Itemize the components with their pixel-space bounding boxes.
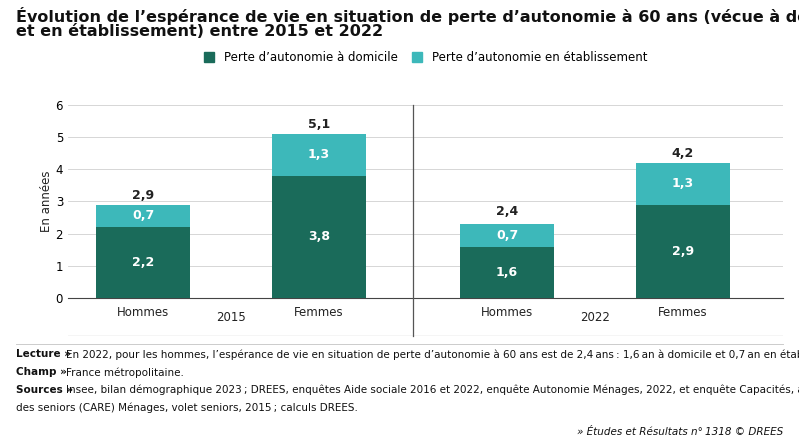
Text: 2,9: 2,9: [132, 189, 154, 202]
Text: Insee, bilan démographique 2023 ; DREES, enquêtes Aide sociale 2016 et 2022, enq: Insee, bilan démographique 2023 ; DREES,…: [66, 385, 799, 396]
Text: France métropolitaine.: France métropolitaine.: [66, 367, 184, 378]
Text: 0,7: 0,7: [496, 229, 518, 242]
Text: Champ »: Champ »: [16, 367, 67, 377]
Text: et en établissement) entre 2015 et 2022: et en établissement) entre 2015 et 2022: [16, 24, 383, 40]
Text: 4,2: 4,2: [671, 147, 694, 160]
Bar: [460, 224, 554, 247]
Text: 2022: 2022: [580, 311, 610, 324]
Text: 2,4: 2,4: [496, 206, 518, 218]
Text: Sources »: Sources »: [16, 385, 73, 395]
Text: 2,2: 2,2: [132, 256, 154, 269]
Text: 3,8: 3,8: [308, 231, 330, 243]
Text: » Études et Résultats n° 1318 © DREES: » Études et Résultats n° 1318 © DREES: [577, 427, 783, 437]
Text: 2015: 2015: [217, 311, 246, 324]
Text: En 2022, pour les hommes, l’espérance de vie en situation de perte d’autonomie à: En 2022, pour les hommes, l’espérance de…: [66, 349, 799, 360]
Bar: [460, 247, 554, 298]
Text: 0,7: 0,7: [132, 210, 154, 222]
Text: 5,1: 5,1: [308, 118, 330, 131]
Legend: Perte d’autonomie à domicile, Perte d’autonomie en établissement: Perte d’autonomie à domicile, Perte d’au…: [199, 46, 652, 69]
Text: Lecture »: Lecture »: [16, 349, 71, 359]
Bar: [96, 205, 190, 227]
Bar: [96, 227, 190, 298]
Bar: [636, 205, 729, 298]
Text: 1,3: 1,3: [672, 177, 694, 190]
Text: 2,9: 2,9: [672, 245, 694, 258]
Bar: [636, 163, 729, 205]
Bar: [272, 175, 366, 298]
Bar: [272, 134, 366, 175]
Text: 1,3: 1,3: [308, 148, 330, 161]
Text: Évolution de l’espérance de vie en situation de perte d’autonomie à 60 ans (vécu: Évolution de l’espérance de vie en situa…: [16, 7, 799, 24]
Y-axis label: En années: En années: [40, 170, 53, 232]
Text: 1,6: 1,6: [496, 266, 518, 279]
Text: des seniors (CARE) Ménages, volet seniors, 2015 ; calculs DREES.: des seniors (CARE) Ménages, volet senior…: [16, 403, 358, 413]
